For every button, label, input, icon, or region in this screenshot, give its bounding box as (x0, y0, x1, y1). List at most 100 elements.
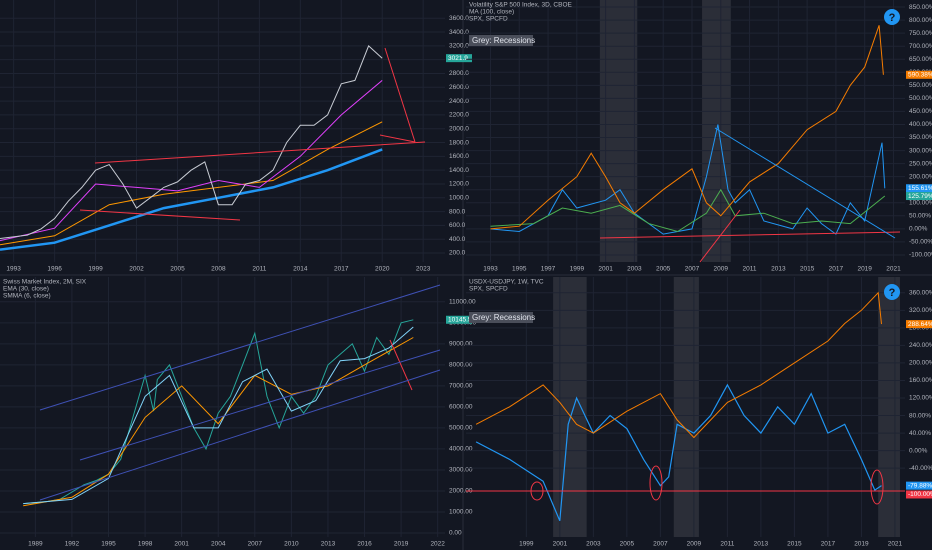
price-label: -79.88% (908, 482, 932, 489)
price-label-box (906, 70, 932, 79)
x-tick-label: 2013 (754, 541, 769, 548)
y-tick-label: 100.00% (909, 199, 932, 206)
y-tick-label: 2400.0 (449, 98, 469, 105)
y-tick-label: 2600.0 (449, 84, 469, 91)
svg-text:?: ? (889, 12, 896, 24)
x-tick-label: 2005 (170, 266, 185, 273)
legend-entry: SMMA (6, close) (3, 293, 51, 300)
annotation-box (469, 35, 533, 46)
y-tick-label: 160.00% (909, 377, 932, 384)
x-tick-label: 2015 (800, 266, 815, 273)
y-tick-label: 120.00% (909, 395, 932, 402)
y-tick-label: 2000.00 (449, 488, 473, 495)
price-label-box (906, 184, 932, 193)
price-label: 288.64% (908, 321, 932, 328)
x-tick-label: 2015 (787, 541, 802, 548)
y-tick-label: 850.00% (909, 4, 932, 11)
y-tick-label: 3000.00 (449, 467, 473, 474)
chart-title: Volatility S&P 500 Index, 3D, CBOE (469, 2, 573, 9)
help-icon[interactable]: ? (884, 9, 900, 25)
y-tick-label: 5000.00 (449, 425, 473, 432)
x-tick-label: 2017 (821, 541, 836, 548)
legend-entry: EMA (30, close) (3, 286, 49, 293)
x-tick-label: 2009 (687, 541, 702, 548)
x-tick-label: 1998 (138, 541, 153, 548)
price-label: 3021.9 (448, 55, 468, 62)
x-tick-label: 2007 (653, 541, 668, 548)
x-tick-label: 1999 (519, 541, 534, 548)
y-tick-label: 800.00% (909, 17, 932, 24)
x-tick-label: 2002 (129, 266, 144, 273)
y-tick-label: 1400.0 (449, 167, 469, 174)
y-tick-label: 2200.0 (449, 112, 469, 119)
y-tick-label: 9000.00 (449, 341, 473, 348)
y-tick-label: 1800.0 (449, 139, 469, 146)
y-tick-label: 3600.0 (449, 15, 469, 22)
x-tick-label: 2014 (293, 266, 308, 273)
y-tick-label: 550.00% (909, 82, 932, 89)
series-line (475, 291, 882, 439)
x-tick-label: 2023 (416, 266, 431, 273)
y-tick-label: 200.00% (909, 173, 932, 180)
x-tick-label: 2001 (598, 266, 613, 273)
series-line (0, 148, 383, 251)
x-tick-label: 2013 (321, 541, 336, 548)
y-tick-label: 1200.0 (449, 181, 469, 188)
series-line (0, 121, 383, 246)
y-tick-label: -100.00% (909, 252, 932, 259)
x-tick-label: 2019 (394, 541, 409, 548)
series-line (0, 80, 383, 242)
x-tick-label: 2005 (620, 541, 635, 548)
price-label-box (446, 315, 472, 324)
y-tick-label: 700.00% (909, 43, 932, 50)
help-icon[interactable]: ? (884, 284, 900, 300)
y-tick-label: 1600.0 (449, 153, 469, 160)
annotation: Grey: Recessions (472, 36, 535, 45)
legend-entry: SPX, SPCFD (469, 286, 508, 293)
y-tick-label: 50.00% (909, 213, 931, 220)
x-tick-label: 2009 (714, 266, 729, 273)
x-tick-label: 2005 (656, 266, 671, 273)
y-tick-label: 3200.0 (449, 43, 469, 50)
y-tick-label: 11000.00 (449, 299, 476, 306)
svg-text:?: ? (889, 287, 896, 299)
y-tick-label: 800.0 (449, 208, 466, 215)
x-tick-label: 2021 (886, 266, 901, 273)
price-label-box (906, 192, 932, 201)
price-label-box (446, 54, 472, 63)
y-tick-label: 8000.00 (449, 362, 473, 369)
x-tick-label: 2001 (553, 541, 568, 548)
y-tick-label: 40.00% (909, 430, 931, 437)
y-tick-label: 450.00% (909, 108, 932, 115)
y-tick-label: 650.00% (909, 56, 932, 63)
y-tick-label: 500.00% (909, 95, 932, 102)
x-tick-label: 1995 (512, 266, 527, 273)
price-label-box (906, 490, 932, 499)
recession-band (553, 277, 587, 537)
y-tick-label: 1000.00 (449, 509, 473, 516)
y-tick-label: 320.00% (909, 307, 932, 314)
drawings (79, 47, 905, 505)
x-tick-label: 2017 (829, 266, 844, 273)
x-tick-label: 2003 (627, 266, 642, 273)
price-label: 125.79% (908, 193, 932, 200)
series-line (0, 45, 383, 239)
x-tick-label: 2001 (174, 541, 189, 548)
x-tick-label: 2007 (685, 266, 700, 273)
x-tick-label: 2011 (720, 541, 734, 548)
y-tick-label: -50.00% (909, 239, 932, 246)
y-tick-label: 400.0 (449, 236, 466, 243)
x-tick-label: 2022 (430, 541, 445, 548)
x-tick-label: 2011 (743, 266, 757, 273)
legend-entry: MA (100, close) (469, 9, 514, 16)
y-tick-label: 280.00% (909, 325, 932, 332)
x-tick-label: 2007 (248, 541, 263, 548)
price-label: 10145.57 (448, 316, 475, 323)
y-tick-label: 300.00% (909, 147, 932, 154)
price-label-box (906, 481, 932, 490)
chart-title: Swiss Market Index, 2M, SIX (3, 279, 87, 286)
annotation: Grey: Recessions (472, 313, 535, 322)
price-label-box (906, 320, 932, 329)
y-tick-label: 600.0 (449, 222, 466, 229)
